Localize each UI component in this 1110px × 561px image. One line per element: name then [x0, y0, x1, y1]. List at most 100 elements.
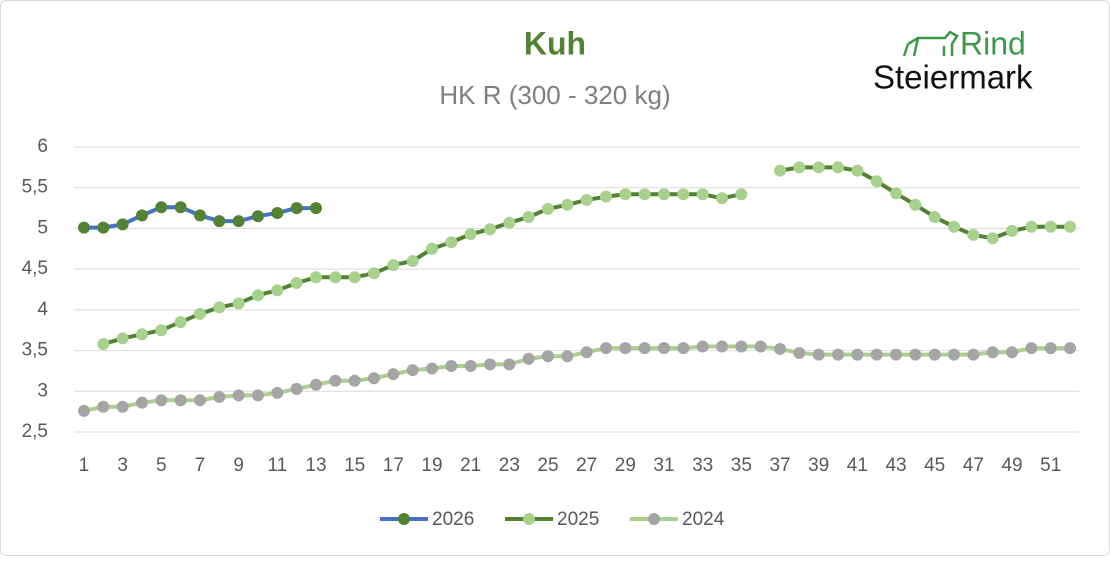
data-point — [948, 220, 961, 233]
data-point — [251, 210, 264, 223]
data-point — [793, 347, 806, 360]
data-point — [193, 307, 206, 320]
data-point — [425, 362, 438, 375]
data-point — [193, 209, 206, 222]
data-point — [677, 342, 690, 355]
y-tick-label: 5,5 — [22, 177, 48, 198]
data-point — [406, 255, 419, 267]
data-point — [986, 232, 999, 245]
data-point — [271, 284, 284, 297]
legend-marker — [523, 513, 535, 525]
data-point — [677, 188, 690, 201]
data-point — [503, 358, 516, 371]
logo-icon — [902, 30, 959, 57]
x-tick-label: 25 — [537, 455, 558, 476]
y-tick-label: 3 — [37, 380, 48, 401]
data-point — [890, 348, 903, 361]
data-point — [851, 348, 864, 361]
data-point — [716, 340, 729, 353]
series-line — [102, 192, 742, 346]
y-tick-label: 3,5 — [22, 340, 48, 361]
x-tick-label: 31 — [653, 455, 674, 476]
data-point — [329, 374, 342, 387]
data-point — [387, 259, 400, 272]
x-tick-label: 39 — [808, 455, 829, 476]
data-point — [367, 267, 380, 280]
data-point — [600, 190, 613, 203]
data-point — [406, 364, 419, 377]
data-point — [696, 188, 709, 201]
data-point — [928, 348, 941, 361]
data-point — [290, 382, 303, 395]
legend-marker — [398, 513, 410, 525]
data-point — [812, 161, 825, 174]
data-point — [1064, 220, 1077, 233]
logo: Rind Steiermark — [873, 25, 1033, 95]
x-tick-label: 37 — [769, 455, 790, 476]
data-point — [97, 338, 110, 351]
data-point — [348, 271, 361, 284]
y-tick-label: 2,5 — [22, 421, 48, 442]
x-tick-label: 21 — [460, 455, 481, 476]
data-point — [77, 404, 90, 417]
data-point — [232, 389, 245, 402]
data-point — [658, 342, 671, 355]
data-point — [754, 340, 767, 353]
data-point — [909, 198, 922, 211]
series-line — [83, 344, 1071, 413]
data-point — [135, 396, 148, 409]
chart-subtitle: HK R (300 - 320 kg) — [439, 80, 670, 110]
data-point — [522, 211, 535, 224]
data-point — [213, 390, 226, 403]
data-point — [890, 187, 903, 200]
data-point — [232, 215, 245, 228]
chart-title: Kuh — [524, 25, 586, 61]
data-point — [561, 198, 574, 211]
x-tick-label: 45 — [924, 455, 945, 476]
data-point — [464, 228, 477, 241]
data-point — [735, 188, 748, 201]
data-point — [600, 342, 613, 355]
x-tick-label: 11 — [267, 455, 287, 476]
data-point — [851, 164, 864, 177]
x-tick-label: 23 — [499, 455, 520, 476]
data-point — [832, 348, 845, 361]
data-point — [464, 360, 477, 373]
data-point — [638, 342, 651, 355]
data-point — [251, 289, 264, 302]
data-point — [174, 201, 187, 214]
data-point — [135, 209, 148, 222]
data-point — [367, 372, 380, 385]
data-point — [213, 301, 226, 314]
y-tick-label: 6 — [37, 136, 48, 157]
x-tick-label: 41 — [847, 455, 868, 476]
data-point — [290, 276, 303, 289]
x-tick-label: 3 — [117, 455, 128, 476]
data-point — [309, 378, 322, 391]
data-point — [1044, 220, 1057, 233]
y-tick-label: 4,5 — [22, 258, 48, 279]
data-point — [155, 394, 168, 407]
data-point — [870, 175, 883, 188]
data-point — [812, 348, 825, 361]
legend-label: 2024 — [682, 509, 725, 530]
x-tick-label: 17 — [383, 455, 404, 476]
x-tick-label: 33 — [692, 455, 713, 476]
data-point — [870, 348, 883, 361]
data-point — [619, 188, 632, 201]
data-point — [445, 360, 458, 373]
data-point — [774, 342, 787, 355]
legend-marker — [648, 513, 660, 525]
data-point — [967, 348, 980, 361]
data-point — [309, 202, 322, 215]
logo-text: Steiermark — [873, 59, 1033, 96]
legend-label: 2025 — [557, 509, 599, 530]
data-point — [116, 332, 129, 345]
data-point — [97, 400, 110, 413]
x-tick-label: 47 — [963, 455, 984, 476]
x-tick-label: 35 — [731, 455, 752, 476]
data-point — [387, 368, 400, 381]
data-point — [735, 340, 748, 353]
series-line — [779, 165, 1071, 241]
data-point — [541, 350, 554, 363]
